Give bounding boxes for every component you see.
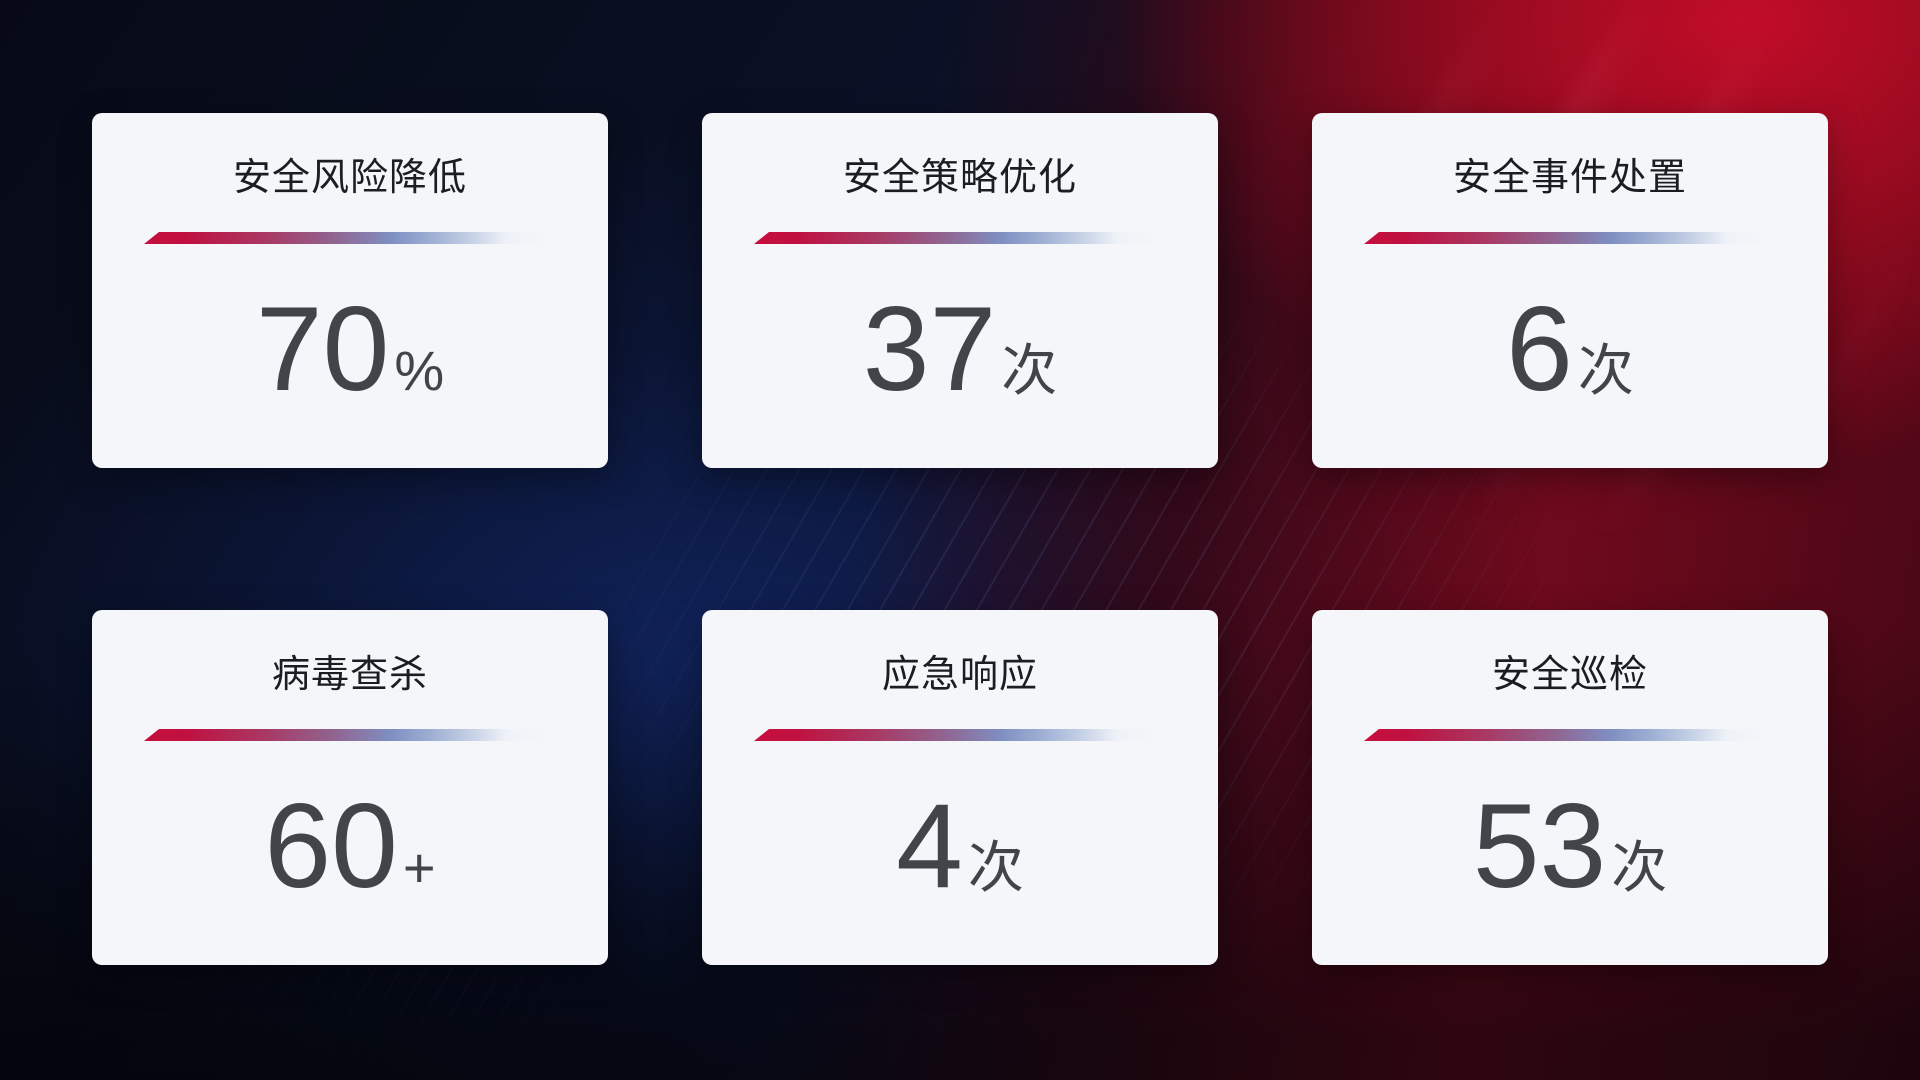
stat-card-title: 安全事件处置 (1452, 157, 1687, 199)
stat-value: 4 (896, 779, 963, 913)
stats-grid: 安全风险降低 70 % 安全策略优化 37 次 安全事件处置 6 次 病毒查杀 … (92, 113, 1828, 965)
stat-value: 6 (1506, 282, 1573, 416)
stat-card-title: 应急响应 (881, 654, 1038, 696)
stat-value-row: 70 % (92, 289, 608, 409)
gradient-divider-line (1364, 232, 1776, 244)
stat-unit: 次 (1001, 339, 1058, 402)
stat-card-security-inspection: 安全巡检 53 次 (1312, 610, 1828, 965)
stat-value-row: 60 + (92, 786, 608, 906)
gradient-divider-line (144, 729, 556, 741)
stat-value: 70 (255, 282, 390, 416)
gradient-divider-line (144, 232, 556, 244)
stat-card-incident-handling: 安全事件处置 6 次 (1312, 113, 1828, 468)
gradient-divider-line (754, 729, 1166, 741)
stat-card-title: 安全风险降低 (232, 157, 467, 199)
stat-value: 60 (264, 779, 398, 913)
gradient-divider-line (754, 232, 1166, 244)
stat-card-title: 病毒查杀 (271, 654, 428, 696)
stat-value-row: 6 次 (1312, 289, 1828, 409)
stat-value-row: 53 次 (1312, 786, 1828, 906)
stat-unit: 次 (1611, 836, 1668, 899)
stat-card-emergency-response: 应急响应 4 次 (702, 610, 1218, 965)
gradient-divider-line (1364, 729, 1776, 741)
stat-value-row: 37 次 (702, 289, 1218, 409)
stat-unit: 次 (967, 836, 1024, 899)
stat-unit: % (394, 339, 445, 402)
stat-card-risk-reduction: 安全风险降低 70 % (92, 113, 608, 468)
stat-value: 53 (1472, 779, 1607, 913)
stat-value: 37 (862, 282, 997, 416)
stat-value-row: 4 次 (702, 786, 1218, 906)
stat-unit: + (402, 836, 436, 899)
stat-card-title: 安全巡检 (1491, 654, 1648, 696)
stat-card-virus-scan: 病毒查杀 60 + (92, 610, 608, 965)
stat-card-policy-optimization: 安全策略优化 37 次 (702, 113, 1218, 468)
stat-card-title: 安全策略优化 (842, 157, 1077, 199)
stat-unit: 次 (1577, 339, 1634, 402)
